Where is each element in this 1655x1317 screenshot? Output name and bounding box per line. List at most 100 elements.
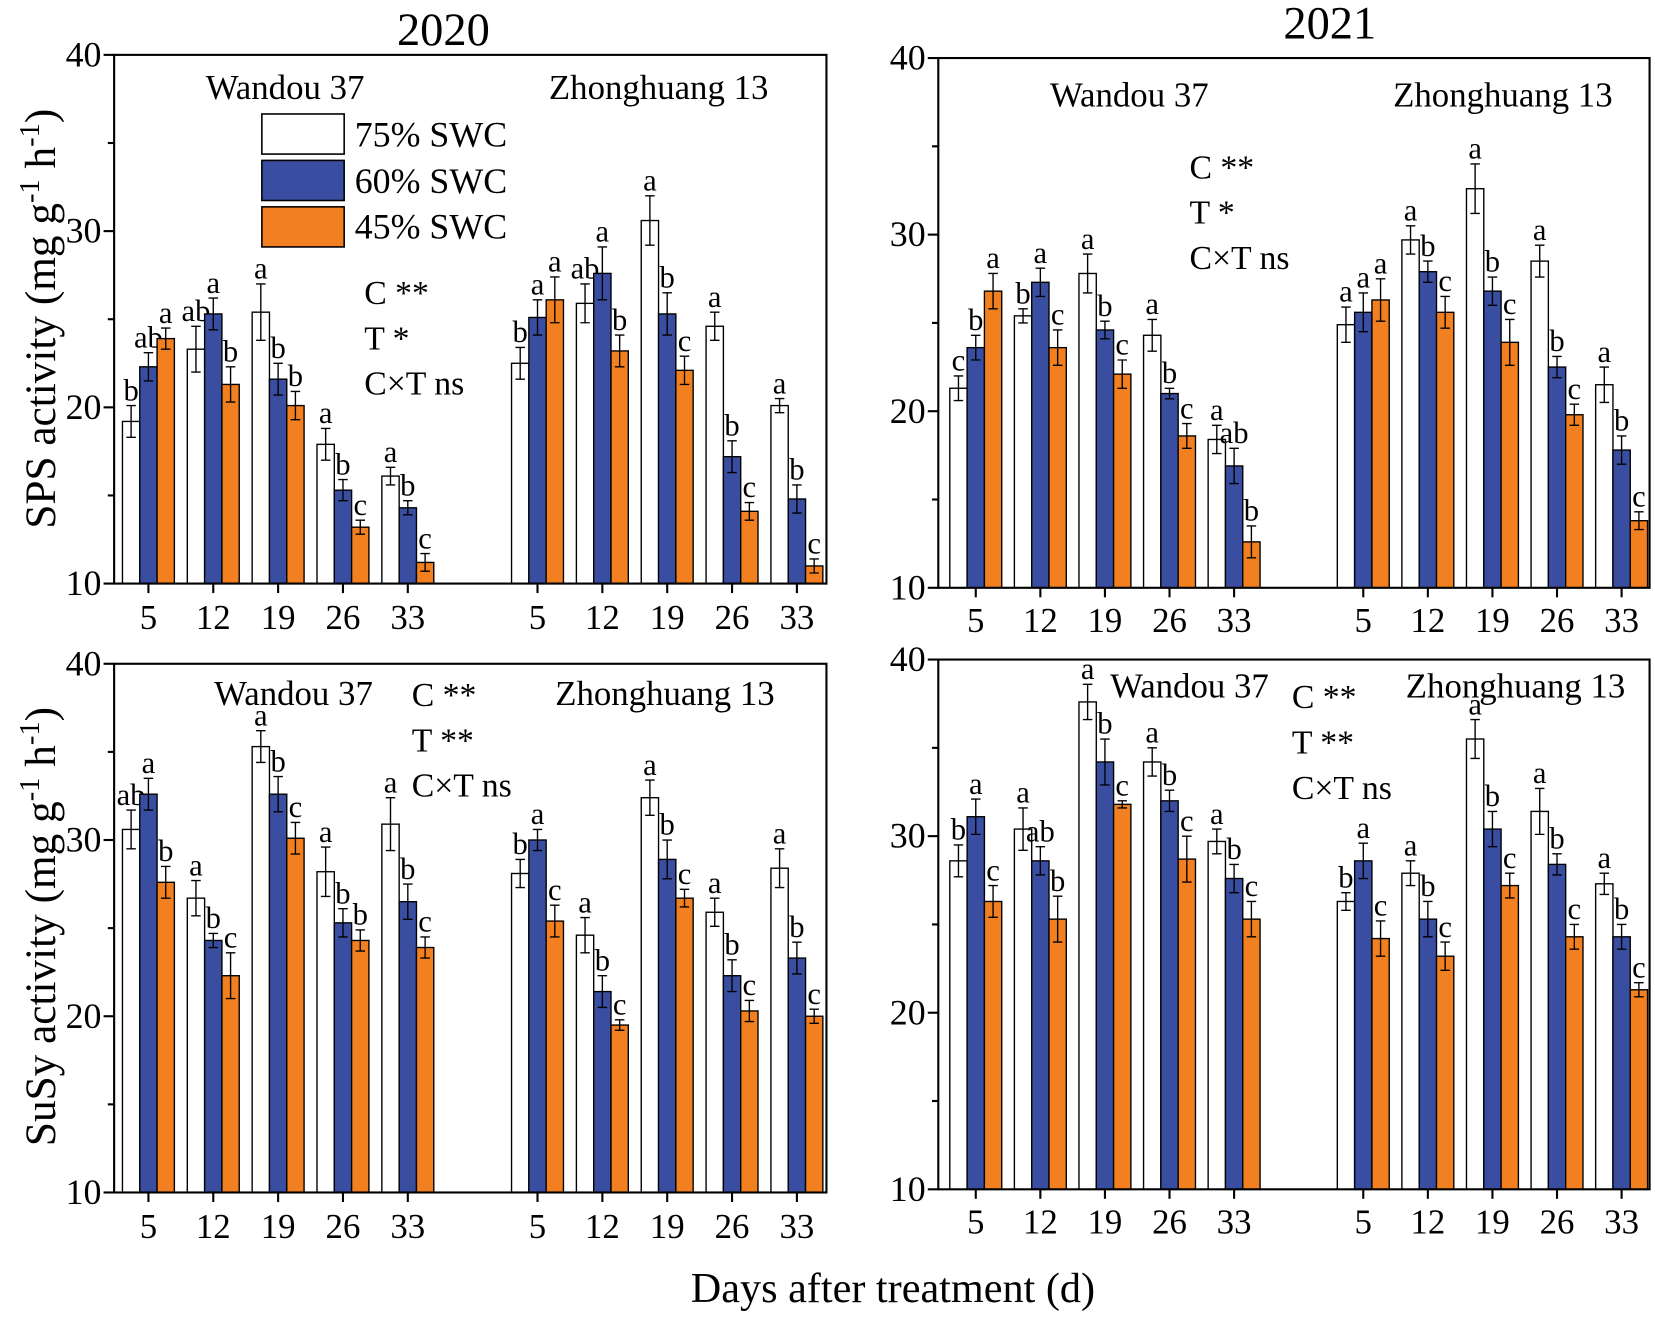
bar-wandou-37-day-26-45-swc — [350, 939, 370, 1194]
error-bar — [1634, 511, 1644, 531]
error-bar — [1212, 828, 1222, 855]
bar-zhonghuang-13-day-12-45-swc — [1435, 955, 1455, 1190]
bar-wandou-37-day-5-45-swc — [156, 337, 176, 585]
bar-wandou-37-day-12-75-swc — [186, 348, 206, 585]
significance-letter: a — [1533, 756, 1547, 790]
bar-zhonghuang-13-day-19-45-swc — [675, 897, 694, 1194]
error-bar — [774, 397, 785, 414]
bar-wandou-37-day-12-60-swc — [203, 939, 223, 1194]
x-tick-label: 12 — [196, 1207, 231, 1246]
y-tick-label: 10 — [66, 1172, 102, 1212]
significance-letter: b — [660, 808, 675, 842]
error-bar — [385, 797, 396, 852]
bar-zhonghuang-13-day-19-45-swc — [675, 369, 694, 585]
error-bar — [126, 809, 136, 850]
significance-letter: a — [1598, 841, 1612, 875]
significance-letter: c — [1180, 804, 1194, 838]
bar-wandou-37-day-5-75-swc — [949, 860, 968, 1190]
y-axis-label-superscript: -1 — [15, 179, 46, 203]
significance-letter: a — [643, 748, 657, 782]
bar-zhonghuang-13-day-19-60-swc — [657, 313, 677, 585]
y-tick-label: 40 — [890, 38, 926, 78]
significance-letter: a — [159, 296, 173, 330]
significance-letter: b — [1244, 494, 1259, 528]
anova-significance: T ** — [412, 722, 474, 759]
significance-letter: c — [1115, 769, 1129, 803]
bar-wandou-37-day-12-45-swc — [221, 975, 240, 1194]
anova-significance: C×T ns — [1292, 770, 1392, 807]
significance-letter: b — [270, 744, 285, 778]
error-bar — [792, 484, 802, 514]
error-bar — [597, 975, 608, 1009]
error-bar — [1246, 525, 1257, 559]
significance-letter: b — [513, 827, 528, 861]
error-bar — [614, 334, 625, 368]
error-bar — [727, 959, 737, 993]
error-bar — [1616, 923, 1627, 950]
significance-letter: b — [1549, 822, 1564, 856]
error-bar — [1375, 920, 1386, 957]
bar-wandou-37-day-19-45-swc — [286, 837, 305, 1194]
significance-letter: c — [418, 521, 432, 555]
error-bar — [420, 552, 430, 572]
significance-letter: c — [1438, 264, 1452, 298]
significance-letter: b — [968, 303, 983, 337]
y-tick-label: 30 — [890, 816, 926, 856]
bar-wandou-37-day-26-60-swc — [333, 922, 353, 1194]
error-bar — [191, 325, 201, 373]
bar-zhonghuang-13-day-19-45-swc — [1500, 884, 1520, 1190]
bar-wandou-37-day-5-45-swc — [983, 900, 1003, 1190]
bar-zhonghuang-13-day-12-45-swc — [610, 1024, 630, 1194]
significance-letter: a — [1034, 236, 1048, 270]
significance-letter: b — [158, 834, 173, 868]
error-bar — [1100, 738, 1110, 786]
bar-wandou-37-day-33-75-swc — [1207, 840, 1227, 1190]
plot-frame — [113, 53, 828, 585]
bar-zhonghuang-13-day-5-60-swc — [528, 839, 547, 1194]
significance-letter: a — [1468, 687, 1482, 721]
error-bar — [1018, 308, 1028, 324]
bar-zhonghuang-13-day-5-60-swc — [528, 316, 547, 585]
bar-zhonghuang-13-day-26-60-swc — [1547, 863, 1567, 1190]
bar-wandou-37-day-19-45-swc — [1112, 373, 1132, 589]
significance-letter: c — [986, 853, 1000, 887]
error-bar — [1470, 718, 1480, 760]
bar-zhonghuang-13-day-33-60-swc — [1612, 936, 1631, 1190]
significance-letter: b — [1614, 404, 1629, 438]
error-bar — [355, 929, 366, 952]
x-tick-label: 5 — [1355, 1203, 1372, 1242]
bar-wandou-37-day-26-60-swc — [333, 489, 353, 585]
significance-letter: c — [353, 488, 367, 522]
significance-letter: b — [1614, 892, 1629, 926]
y-axis-label: SPS activity (mg g-1 h-1) — [15, 109, 65, 529]
x-axis-title: Days after treatment (d) — [691, 1265, 1095, 1312]
bar-zhonghuang-13-day-19-60-swc — [657, 858, 677, 1194]
cultivar-label-wandou-37: Wandou 37 — [1050, 76, 1209, 115]
error-bar — [1375, 278, 1386, 322]
bar-zhonghuang-13-day-12-60-swc — [593, 272, 612, 585]
significance-letter: a — [1210, 393, 1224, 427]
bar-zhonghuang-13-day-12-75-swc — [1401, 872, 1420, 1190]
significance-letter: ab — [1220, 416, 1249, 450]
y-tick-label: 30 — [66, 820, 102, 860]
y-tick-label: 20 — [66, 387, 102, 427]
x-tick-label: 12 — [1410, 1203, 1445, 1242]
bar-zhonghuang-13-day-12-75-swc — [575, 934, 595, 1194]
bar-wandou-37-day-33-60-swc — [398, 507, 418, 585]
anova-significance: T ** — [1292, 724, 1354, 761]
bar-wandou-37-day-26-75-swc — [1142, 334, 1162, 589]
cultivar-label-wandou-37: Wandou 37 — [1110, 667, 1269, 706]
error-bar — [679, 355, 690, 386]
error-bar — [126, 404, 136, 438]
error-bar — [809, 1008, 819, 1024]
significance-letter: b — [1549, 324, 1564, 358]
significance-letter: a — [1145, 287, 1159, 321]
error-bar — [273, 362, 283, 396]
significance-letter: b — [595, 943, 610, 977]
bar-zhonghuang-13-day-33-45-swc — [1629, 520, 1649, 589]
error-bar — [597, 246, 608, 301]
error-bar — [988, 272, 998, 310]
bar-wandou-37-day-19-75-swc — [251, 745, 271, 1194]
x-tick-label: 33 — [390, 1207, 425, 1246]
